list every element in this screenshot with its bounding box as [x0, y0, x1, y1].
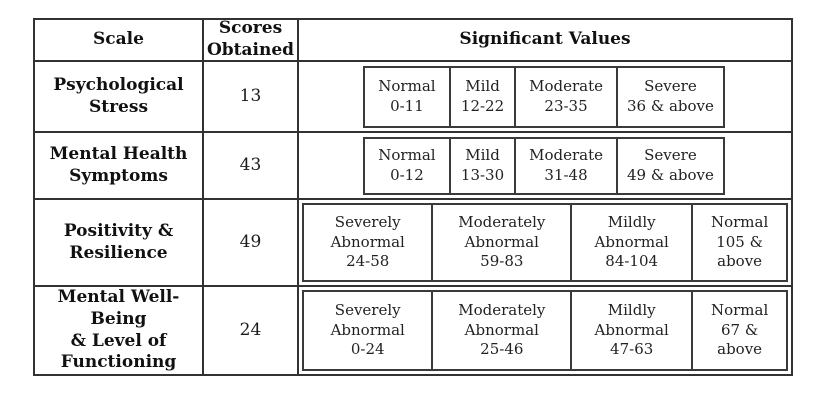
significant-values-cell: Normal 0-11 Mild 12-22 Moderate 23-35 Se…: [299, 62, 791, 131]
header-scores-obtained: Scores Obtained: [204, 18, 299, 60]
band-cell-moderately-abnormal: Moderately Abnormal 59-83: [433, 205, 573, 280]
scores-table: Scale Scores Obtained Significant Values…: [33, 18, 793, 376]
scale-name: Psychological Stress: [35, 62, 204, 131]
band-cell-moderately-abnormal: Moderately Abnormal 25-46: [433, 292, 573, 369]
band-table: Normal 0-11 Mild 12-22 Moderate 23-35 Se…: [363, 65, 725, 128]
band-cell-moderate: Moderate 23-35: [516, 67, 618, 126]
table-row-positivity-resilience: Positivity & Resilience 49 Severely Abno…: [35, 200, 791, 287]
score-value: 49: [204, 200, 299, 285]
significant-values-cell: Severely Abnormal 24-58 Moderately Abnor…: [299, 200, 791, 285]
table-header-row: Scale Scores Obtained Significant Values: [35, 18, 791, 62]
table-row-psychological-stress: Psychological Stress 13 Normal 0-11 Mild…: [35, 62, 791, 133]
significant-values-cell: Normal 0-12 Mild 13-30 Moderate 31-48 Se…: [299, 133, 791, 198]
band-cell-mildly-abnormal: Mildly Abnormal 84-104: [572, 205, 694, 280]
band-cell-mild: Mild 12-22: [451, 67, 517, 126]
significant-values-cell: Severely Abnormal 0-24 Moderately Abnorm…: [299, 287, 791, 374]
score-value: 24: [204, 287, 299, 374]
score-value: 43: [204, 133, 299, 198]
band-cell-normal: Normal 0-11: [365, 67, 451, 126]
band-cell-moderate: Moderate 31-48: [516, 138, 618, 193]
band-cell-normal: Normal 105 & above: [710, 213, 769, 271]
band-cell-severe: Severe 36 & above: [626, 77, 714, 115]
band-cell-severely-abnormal: Severely Abnormal 0-24: [304, 292, 434, 369]
band-cell-normal: Normal 0-12: [365, 138, 451, 193]
scale-name: Positivity & Resilience: [35, 200, 204, 285]
score-value: 13: [204, 62, 299, 131]
band-table: Normal 0-12 Mild 13-30 Moderate 31-48 Se…: [363, 136, 725, 195]
band-cell-mildly-abnormal: Mildly Abnormal 47-63: [572, 292, 694, 369]
band-cell-normal: Normal 67 & above: [710, 301, 769, 359]
table-row-mental-wellbeing-functioning: Mental Well-Being & Level of Functioning…: [35, 287, 791, 374]
scale-name: Mental Health Symptoms: [35, 133, 204, 198]
header-significant-values: Significant Values: [459, 29, 631, 50]
band-table: Severely Abnormal 24-58 Moderately Abnor…: [302, 203, 788, 282]
band-table: Severely Abnormal 0-24 Moderately Abnorm…: [302, 290, 788, 371]
band-cell-mild: Mild 13-30: [451, 138, 517, 193]
scale-name: Mental Well-Being & Level of Functioning: [35, 287, 204, 374]
band-cell-severe: Severe 49 & above: [626, 146, 714, 184]
table-row-mental-health-symptoms: Mental Health Symptoms 43 Normal 0-12 Mi…: [35, 133, 791, 200]
header-scale: Scale: [35, 20, 204, 60]
band-cell-severely-abnormal: Severely Abnormal 24-58: [304, 205, 434, 280]
